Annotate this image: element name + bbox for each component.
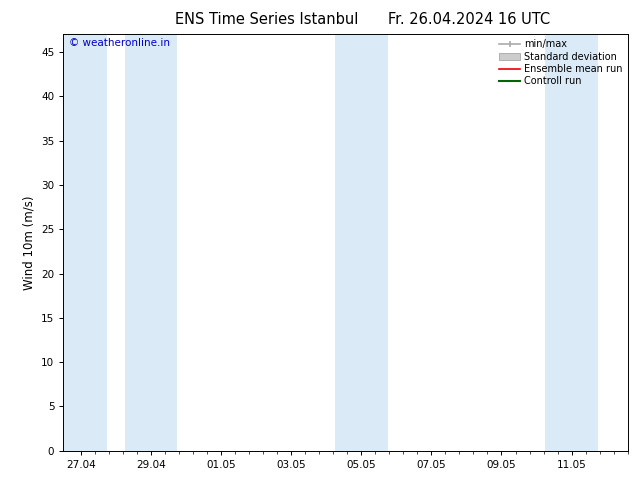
Bar: [545, 34, 598, 451]
Bar: [335, 34, 387, 451]
Text: Fr. 26.04.2024 16 UTC: Fr. 26.04.2024 16 UTC: [388, 12, 550, 27]
Legend: min/max, Standard deviation, Ensemble mean run, Controll run: min/max, Standard deviation, Ensemble me…: [497, 37, 624, 88]
Y-axis label: Wind 10m (m/s): Wind 10m (m/s): [23, 196, 36, 290]
Text: © weatheronline.in: © weatheronline.in: [69, 38, 170, 49]
Text: ENS Time Series Istanbul: ENS Time Series Istanbul: [174, 12, 358, 27]
Bar: [125, 34, 178, 451]
Bar: [63, 34, 107, 451]
